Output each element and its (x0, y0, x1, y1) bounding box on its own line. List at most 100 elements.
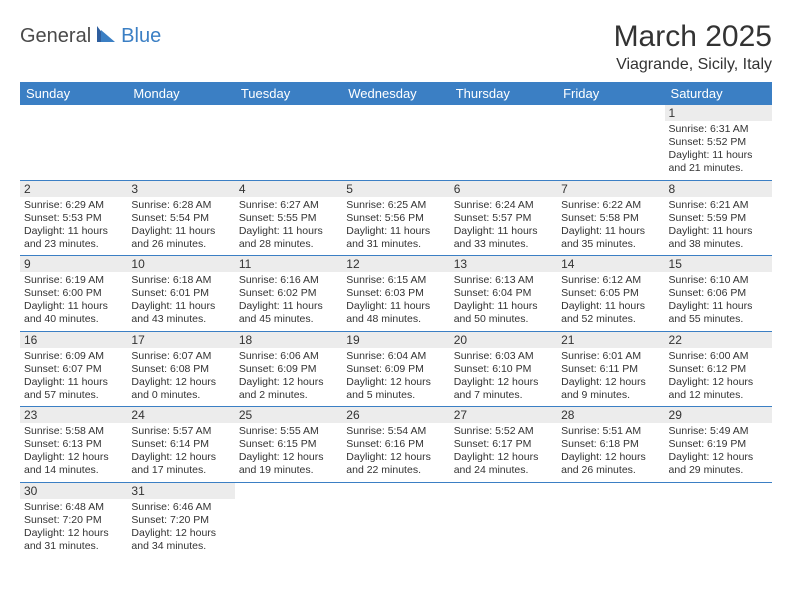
day-sun-info: Sunrise: 5:55 AMSunset: 6:15 PMDaylight:… (239, 425, 338, 478)
sunset-text: Sunset: 5:56 PM (346, 212, 445, 225)
day-number: 30 (20, 483, 127, 499)
sunrise-text: Sunrise: 6:19 AM (24, 274, 123, 287)
daylight-text: Daylight: 12 hours and 9 minutes. (561, 376, 660, 402)
sunset-text: Sunset: 6:13 PM (24, 438, 123, 451)
daylight-text: Daylight: 11 hours and 38 minutes. (669, 225, 768, 251)
sunset-text: Sunset: 6:09 PM (239, 363, 338, 376)
calendar-table: Sunday Monday Tuesday Wednesday Thursday… (20, 82, 772, 557)
sunset-text: Sunset: 6:15 PM (239, 438, 338, 451)
calendar-week-row: 16 Sunrise: 6:09 AMSunset: 6:07 PMDayligh… (20, 331, 772, 407)
daylight-text: Daylight: 12 hours and 29 minutes. (669, 451, 768, 477)
sunrise-text: Sunrise: 5:55 AM (239, 425, 338, 438)
calendar-day-cell: 8Sunrise: 6:21 AMSunset: 5:59 PMDaylight… (665, 180, 772, 256)
calendar-day-cell (557, 105, 664, 180)
day-number: 12 (342, 256, 449, 272)
calendar-day-cell: 15 Sunrise: 6:10 AMSunset: 6:06 PMDayligh… (665, 256, 772, 332)
daylight-text: Daylight: 11 hours and 28 minutes. (239, 225, 338, 251)
title-block: March 2025 Viagrande, Sicily, Italy (614, 20, 772, 74)
sunset-text: Sunset: 5:52 PM (669, 136, 768, 149)
day-sun-info: Sunrise: 6:12 AMSunset: 6:05 PMDaylight:… (561, 274, 660, 327)
day-number: 16 (20, 332, 127, 348)
daylight-text: Daylight: 11 hours and 33 minutes. (454, 225, 553, 251)
day-sun-info: Sunrise: 6:04 AMSunset: 6:09 PMDaylight:… (346, 350, 445, 403)
calendar-day-cell: 9Sunrise: 6:19 AMSunset: 6:00 PMDaylight… (20, 256, 127, 332)
calendar-day-cell (20, 105, 127, 180)
weekday-header: Wednesday (342, 82, 449, 105)
sunrise-text: Sunrise: 6:48 AM (24, 501, 123, 514)
daylight-text: Daylight: 11 hours and 26 minutes. (131, 225, 230, 251)
day-number: 26 (342, 407, 449, 423)
sunset-text: Sunset: 6:02 PM (239, 287, 338, 300)
day-number: 25 (235, 407, 342, 423)
sunset-text: Sunset: 6:04 PM (454, 287, 553, 300)
sunset-text: Sunset: 5:54 PM (131, 212, 230, 225)
sunset-text: Sunset: 6:06 PM (669, 287, 768, 300)
calendar-day-cell: 25 Sunrise: 5:55 AMSunset: 6:15 PMDayligh… (235, 407, 342, 483)
day-number: 21 (557, 332, 664, 348)
sunrise-text: Sunrise: 6:09 AM (24, 350, 123, 363)
day-sun-info: Sunrise: 6:13 AMSunset: 6:04 PMDaylight:… (454, 274, 553, 327)
day-number: 7 (557, 181, 664, 197)
day-sun-info: Sunrise: 6:29 AMSunset: 5:53 PMDaylight:… (24, 199, 123, 252)
daylight-text: Daylight: 11 hours and 31 minutes. (346, 225, 445, 251)
daylight-text: Daylight: 11 hours and 35 minutes. (561, 225, 660, 251)
day-number: 15 (665, 256, 772, 272)
sunrise-text: Sunrise: 6:06 AM (239, 350, 338, 363)
day-number: 24 (127, 407, 234, 423)
calendar-day-cell: 27Sunrise: 5:52 AMSunset: 6:17 PMDayligh… (450, 407, 557, 483)
day-sun-info: Sunrise: 5:58 AMSunset: 6:13 PMDaylight:… (24, 425, 123, 478)
daylight-text: Daylight: 11 hours and 57 minutes. (24, 376, 123, 402)
sunrise-text: Sunrise: 6:24 AM (454, 199, 553, 212)
day-sun-info: Sunrise: 6:28 AMSunset: 5:54 PMDaylight:… (131, 199, 230, 252)
daylight-text: Daylight: 11 hours and 40 minutes. (24, 300, 123, 326)
weekday-header: Monday (127, 82, 234, 105)
logo-text-blue: Blue (121, 25, 161, 48)
logo: General Blue (20, 24, 161, 49)
day-number: 22 (665, 332, 772, 348)
calendar-day-cell: 4Sunrise: 6:27 AMSunset: 5:55 PMDaylight… (235, 180, 342, 256)
daylight-text: Daylight: 12 hours and 0 minutes. (131, 376, 230, 402)
sunset-text: Sunset: 6:12 PM (669, 363, 768, 376)
day-sun-info: Sunrise: 6:18 AMSunset: 6:01 PMDaylight:… (131, 274, 230, 327)
sunset-text: Sunset: 6:03 PM (346, 287, 445, 300)
sunrise-text: Sunrise: 6:10 AM (669, 274, 768, 287)
calendar-day-cell: 5Sunrise: 6:25 AMSunset: 5:56 PMDaylight… (342, 180, 449, 256)
daylight-text: Daylight: 11 hours and 55 minutes. (669, 300, 768, 326)
calendar-day-cell: 21Sunrise: 6:01 AMSunset: 6:11 PMDayligh… (557, 331, 664, 407)
sunset-text: Sunset: 7:20 PM (24, 514, 123, 527)
day-number: 2 (20, 181, 127, 197)
sunrise-text: Sunrise: 6:46 AM (131, 501, 230, 514)
day-number: 14 (557, 256, 664, 272)
calendar-day-cell: 14 Sunrise: 6:12 AMSunset: 6:05 PMDayligh… (557, 256, 664, 332)
day-number: 29 (665, 407, 772, 423)
weekday-header: Saturday (665, 82, 772, 105)
weekday-header: Thursday (450, 82, 557, 105)
calendar-day-cell: 26Sunrise: 5:54 AMSunset: 6:16 PMDayligh… (342, 407, 449, 483)
day-sun-info: Sunrise: 6:09 AMSunset: 6:07 PMDaylight:… (24, 350, 123, 403)
day-sun-info: Sunrise: 6:46 AMSunset: 7:20 PMDaylight:… (131, 501, 230, 554)
daylight-text: Daylight: 11 hours and 45 minutes. (239, 300, 338, 326)
logo-sail-icon (95, 24, 117, 49)
calendar-day-cell: 17Sunrise: 6:07 AMSunset: 6:08 PMDayligh… (127, 331, 234, 407)
calendar-day-cell: 3Sunrise: 6:28 AMSunset: 5:54 PMDaylight… (127, 180, 234, 256)
calendar-body: 1Sunrise: 6:31 AMSunset: 5:52 PMDaylight… (20, 105, 772, 557)
sunrise-text: Sunrise: 6:27 AM (239, 199, 338, 212)
day-sun-info: Sunrise: 6:06 AMSunset: 6:09 PMDaylight:… (239, 350, 338, 403)
sunset-text: Sunset: 5:53 PM (24, 212, 123, 225)
weekday-header: Tuesday (235, 82, 342, 105)
day-number: 6 (450, 181, 557, 197)
calendar-day-cell: 19Sunrise: 6:04 AMSunset: 6:09 PMDayligh… (342, 331, 449, 407)
daylight-text: Daylight: 12 hours and 2 minutes. (239, 376, 338, 402)
calendar-day-cell: 22Sunrise: 6:00 AMSunset: 6:12 PMDayligh… (665, 331, 772, 407)
day-number: 10 (127, 256, 234, 272)
calendar-header-row: Sunday Monday Tuesday Wednesday Thursday… (20, 82, 772, 105)
day-sun-info: Sunrise: 6:07 AMSunset: 6:08 PMDaylight:… (131, 350, 230, 403)
day-number: 13 (450, 256, 557, 272)
calendar-week-row: 30Sunrise: 6:48 AMSunset: 7:20 PMDayligh… (20, 482, 772, 557)
daylight-text: Daylight: 11 hours and 48 minutes. (346, 300, 445, 326)
sunrise-text: Sunrise: 6:21 AM (669, 199, 768, 212)
day-number: 18 (235, 332, 342, 348)
sunrise-text: Sunrise: 5:52 AM (454, 425, 553, 438)
calendar-day-cell: 6Sunrise: 6:24 AMSunset: 5:57 PMDaylight… (450, 180, 557, 256)
sunrise-text: Sunrise: 5:49 AM (669, 425, 768, 438)
